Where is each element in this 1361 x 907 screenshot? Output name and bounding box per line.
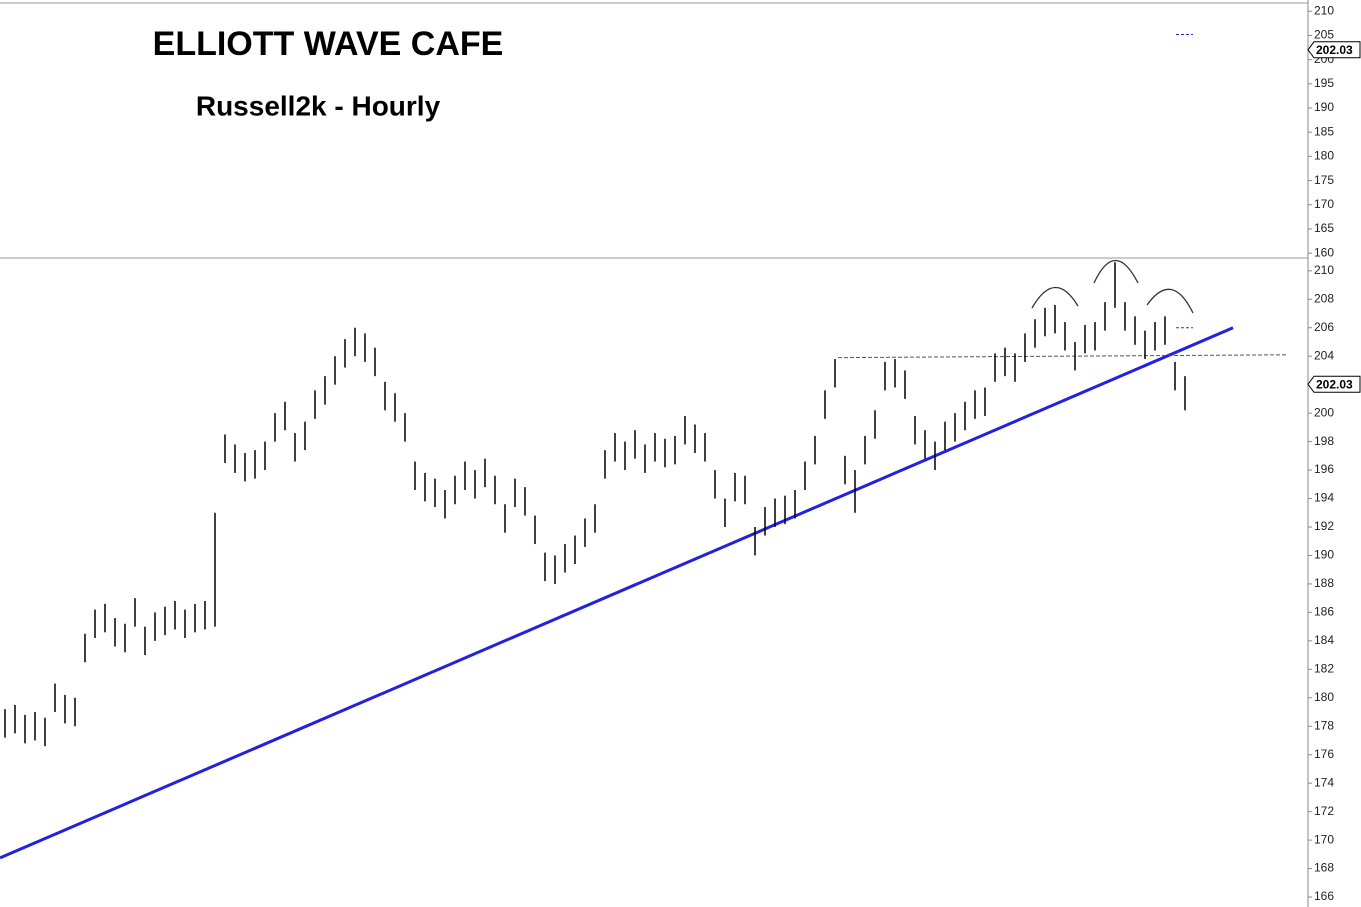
y-tick-label: 165 [1314,221,1334,235]
y-tick-label: 186 [1314,605,1334,619]
y-tick-label: 210 [1314,263,1334,277]
y-tick-label: 175 [1314,173,1334,187]
right-shoulder-arc [1146,288,1194,314]
y-tick-label: 208 [1314,291,1334,305]
last-price-tag [1307,41,1361,59]
y-tick-label: 180 [1314,149,1334,163]
y-tick-label: 170 [1314,197,1334,211]
y-tick-label: 180 [1314,690,1334,704]
y-tick-label: 194 [1314,491,1334,505]
y-tick-label: 160 [1314,245,1334,259]
y-tick-label: 200 [1314,405,1334,419]
y-tick-label: 168 [1314,861,1334,875]
y-tick-label: 195 [1314,76,1334,90]
y-tick-label: 198 [1314,434,1334,448]
y-tick-label: 188 [1314,576,1334,590]
y-tick-label: 174 [1314,775,1334,789]
y-tick-label: 170 [1314,832,1334,846]
last-price-tag [1307,375,1361,393]
y-tick-label: 190 [1314,100,1334,114]
chart-subtitle: Russell2k - Hourly [196,90,441,121]
y-tick-label: 190 [1314,548,1334,562]
y-tick-label: 210 [1314,3,1334,17]
y-tick-label: 205 [1314,28,1334,42]
y-tick-label: 182 [1314,661,1334,675]
y-tick-label: 196 [1314,462,1334,476]
y-tick-label: 192 [1314,519,1334,533]
neckline [837,354,1289,359]
left-shoulder-arc [1031,286,1079,309]
y-tick-label: 176 [1314,747,1334,761]
y-tick-label: 185 [1314,124,1334,138]
trendline [0,326,1234,860]
y-tick-label: 166 [1314,889,1334,903]
y-tick-label: 204 [1314,348,1334,362]
last-price-label: 202.03 [1316,43,1353,57]
last-price-label: 202.03 [1316,377,1353,391]
y-tick-label: 206 [1314,320,1334,334]
head-arc [1093,259,1139,284]
y-tick-label: 184 [1314,633,1334,647]
y-tick-label: 178 [1314,718,1334,732]
head-shoulders-arcs [1031,259,1194,314]
y-tick-label: 172 [1314,804,1334,818]
chart-title: ELLIOTT WAVE CAFE [153,25,504,63]
